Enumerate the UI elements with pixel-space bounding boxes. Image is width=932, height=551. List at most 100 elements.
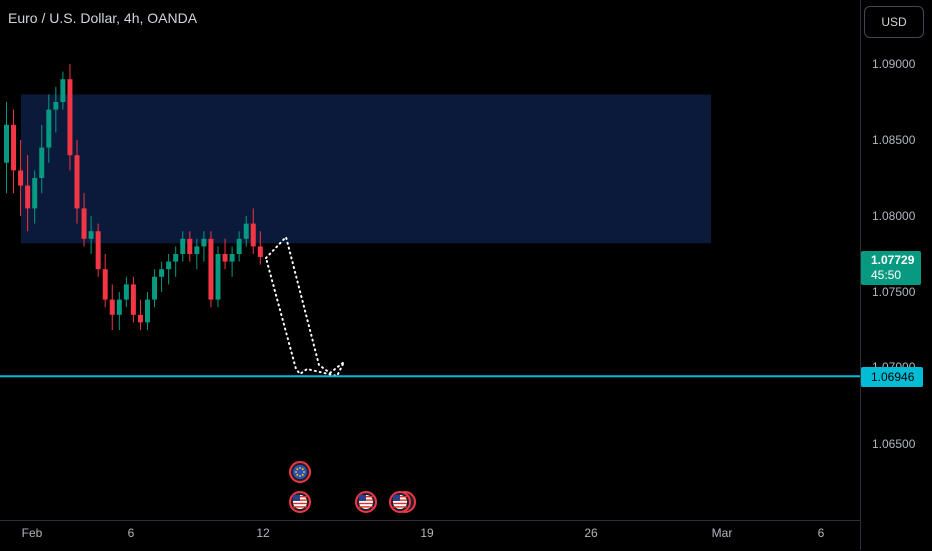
time-axis[interactable]	[0, 520, 860, 551]
candle	[194, 238, 200, 270]
candle-body	[11, 124, 17, 171]
flag-star	[299, 467, 301, 469]
time-tick-label: 6	[127, 526, 135, 540]
candle-body	[18, 170, 24, 186]
candle-body	[39, 147, 45, 178]
candle-body	[222, 254, 228, 262]
us-flag-icon[interactable]	[355, 491, 377, 513]
candle	[4, 102, 9, 194]
candle-body	[152, 276, 158, 300]
candle	[32, 170, 38, 224]
flag-stripe	[393, 502, 407, 505]
us-flag-icon[interactable]	[389, 491, 416, 513]
price-tick-label: 1.07500	[872, 285, 916, 299]
candle-body	[215, 254, 221, 300]
candle	[67, 64, 73, 171]
candle	[159, 261, 165, 292]
candle-body	[53, 102, 59, 110]
us-flag-icon[interactable]	[289, 491, 311, 513]
candle	[243, 216, 249, 247]
candle-body	[257, 246, 263, 258]
price-chart[interactable]	[0, 0, 860, 520]
candle-body	[46, 109, 52, 148]
candle-body	[116, 299, 122, 315]
candle-body	[236, 238, 242, 254]
flag-stripe	[359, 502, 373, 505]
candle	[152, 269, 158, 308]
candle-body	[243, 223, 249, 239]
projection-path	[265, 235, 345, 378]
candle	[208, 231, 214, 308]
candle	[39, 124, 45, 194]
candle	[173, 246, 179, 277]
flag-stripe	[393, 506, 407, 508]
candle	[250, 208, 256, 254]
candle-body	[67, 79, 73, 156]
flag-star	[299, 475, 301, 477]
flag-star	[295, 471, 297, 473]
candle	[109, 284, 115, 330]
candle-body	[81, 208, 87, 239]
flag-star	[296, 468, 299, 471]
candle	[116, 292, 122, 330]
candle	[18, 140, 24, 216]
candle	[201, 231, 207, 262]
candle-body	[123, 284, 129, 300]
candle	[187, 231, 193, 262]
candle	[222, 238, 228, 270]
flag-bg	[293, 465, 307, 479]
candle	[145, 292, 150, 330]
candle-body	[74, 155, 80, 209]
candle-body	[25, 185, 31, 209]
candle	[25, 155, 31, 232]
currency-button[interactable]: USD	[864, 6, 924, 38]
eu-flag-icon[interactable]	[289, 461, 311, 483]
flag-canton	[293, 495, 300, 501]
flag-star	[301, 468, 304, 471]
candle-body	[229, 254, 235, 262]
candle	[74, 140, 80, 224]
time-tick-label: 26	[584, 526, 598, 540]
candle-body	[194, 246, 200, 254]
level-price-badge: 1.06946	[861, 367, 923, 387]
price-tick-label: 1.09000	[872, 57, 916, 71]
price-axis[interactable]	[860, 0, 932, 550]
candle-body	[159, 269, 165, 277]
candle	[53, 86, 59, 133]
candle	[215, 246, 221, 308]
candle	[166, 254, 172, 285]
time-tick-label: 6	[817, 526, 825, 540]
candle	[11, 109, 17, 194]
candle	[180, 231, 186, 262]
candle-body	[137, 314, 143, 323]
candle	[137, 299, 143, 330]
flag-canton	[359, 495, 366, 501]
candle	[81, 193, 87, 247]
candle	[229, 246, 235, 277]
time-tick-label: Mar	[711, 526, 733, 540]
candle-body	[109, 299, 115, 315]
candle-body	[88, 231, 94, 239]
candle-body	[180, 238, 186, 254]
time-tick-label: 12	[256, 526, 270, 540]
candle-body	[4, 124, 9, 163]
candle-body	[208, 238, 214, 300]
time-tick-label: Feb	[21, 526, 43, 540]
candle-body	[60, 79, 66, 102]
bar-countdown: 45:50	[871, 268, 902, 282]
flag-star	[303, 471, 305, 473]
candle	[95, 223, 101, 277]
supply-zone	[21, 94, 711, 244]
candle-body	[187, 238, 193, 254]
flag-stripe	[359, 506, 373, 508]
candle	[123, 276, 129, 308]
candle-body	[201, 238, 207, 247]
candle	[46, 94, 52, 163]
price-tick-label: 1.08500	[872, 133, 916, 147]
candle-body	[173, 254, 179, 262]
flag-star	[301, 473, 304, 476]
price-tick-label: 1.08000	[872, 209, 916, 223]
chart-title: Euro / U.S. Dollar, 4h, OANDA	[8, 10, 198, 26]
candle	[88, 216, 94, 254]
candle-body	[166, 261, 172, 270]
